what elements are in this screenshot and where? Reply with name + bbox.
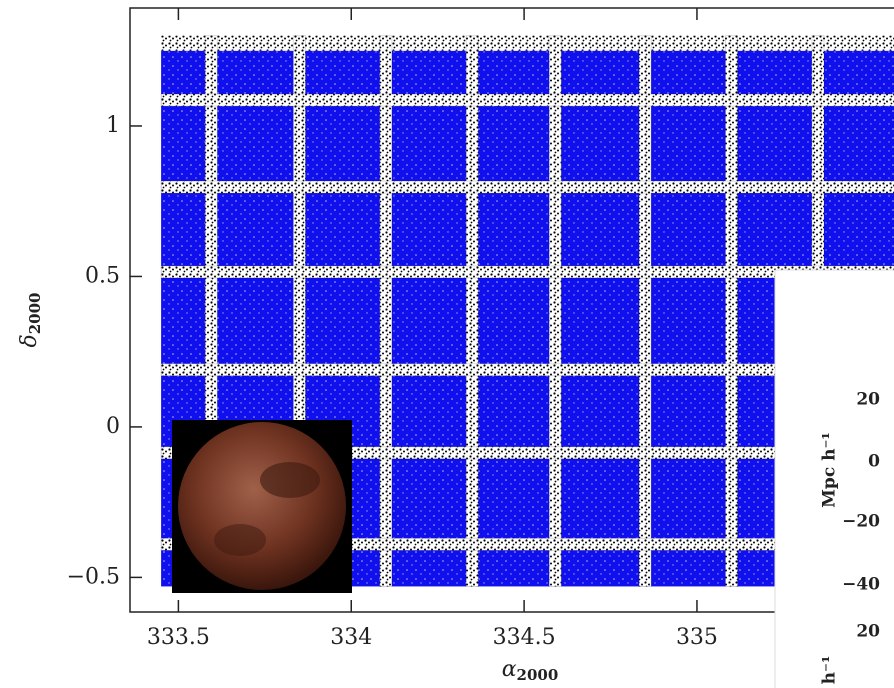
y-tick-label: 0 [106,414,120,439]
panel-tick-label: 20 [856,390,880,410]
gap-strip-vertical [465,35,479,587]
moon-inset [172,420,352,593]
x-tick-label: 334 [330,625,372,650]
x-label-symbol: α [502,657,517,682]
gap-strip-horizontal [160,93,894,107]
panel-tick-label: −40 [842,575,880,595]
gap-strip-horizontal [160,180,894,194]
gap-strip-vertical [638,35,652,587]
gap-strip-vertical [548,35,562,587]
x-tick-label: 333.5 [147,625,210,650]
plot-area [129,7,894,613]
panel-tick-label: −20 [842,512,880,532]
y-tick-label: 0.5 [85,263,120,288]
plot-frame [129,7,894,613]
panel-axis-label: h⁻¹ [820,656,840,685]
y-label-symbol: δ [17,334,42,347]
x-tick-label: 335 [676,625,718,650]
gap-strip-horizontal [160,363,894,377]
y-axis-label: δ2000 [17,293,44,348]
gap-strip-vertical [379,35,393,587]
panel-axis-label: Mpc h⁻¹ [820,432,840,508]
gap-strip-horizontal [160,265,894,279]
top-band [161,35,894,51]
overlay-panel: 20 0 −20 −40 20 Mpc h⁻¹ h⁻¹ [774,269,894,688]
y-tick-label: −0.5 [67,564,120,589]
y-tick-label: 1 [106,113,120,138]
panel-tick-label: 0 [868,452,880,472]
x-label-subscript: 2000 [517,666,559,684]
x-axis-label: α2000 [502,657,559,684]
gap-strip-vertical [724,35,739,587]
x-tick-label: 334.5 [493,625,556,650]
y-label-subscript: 2000 [26,293,44,335]
panel-tick-label: 20 [856,622,880,642]
